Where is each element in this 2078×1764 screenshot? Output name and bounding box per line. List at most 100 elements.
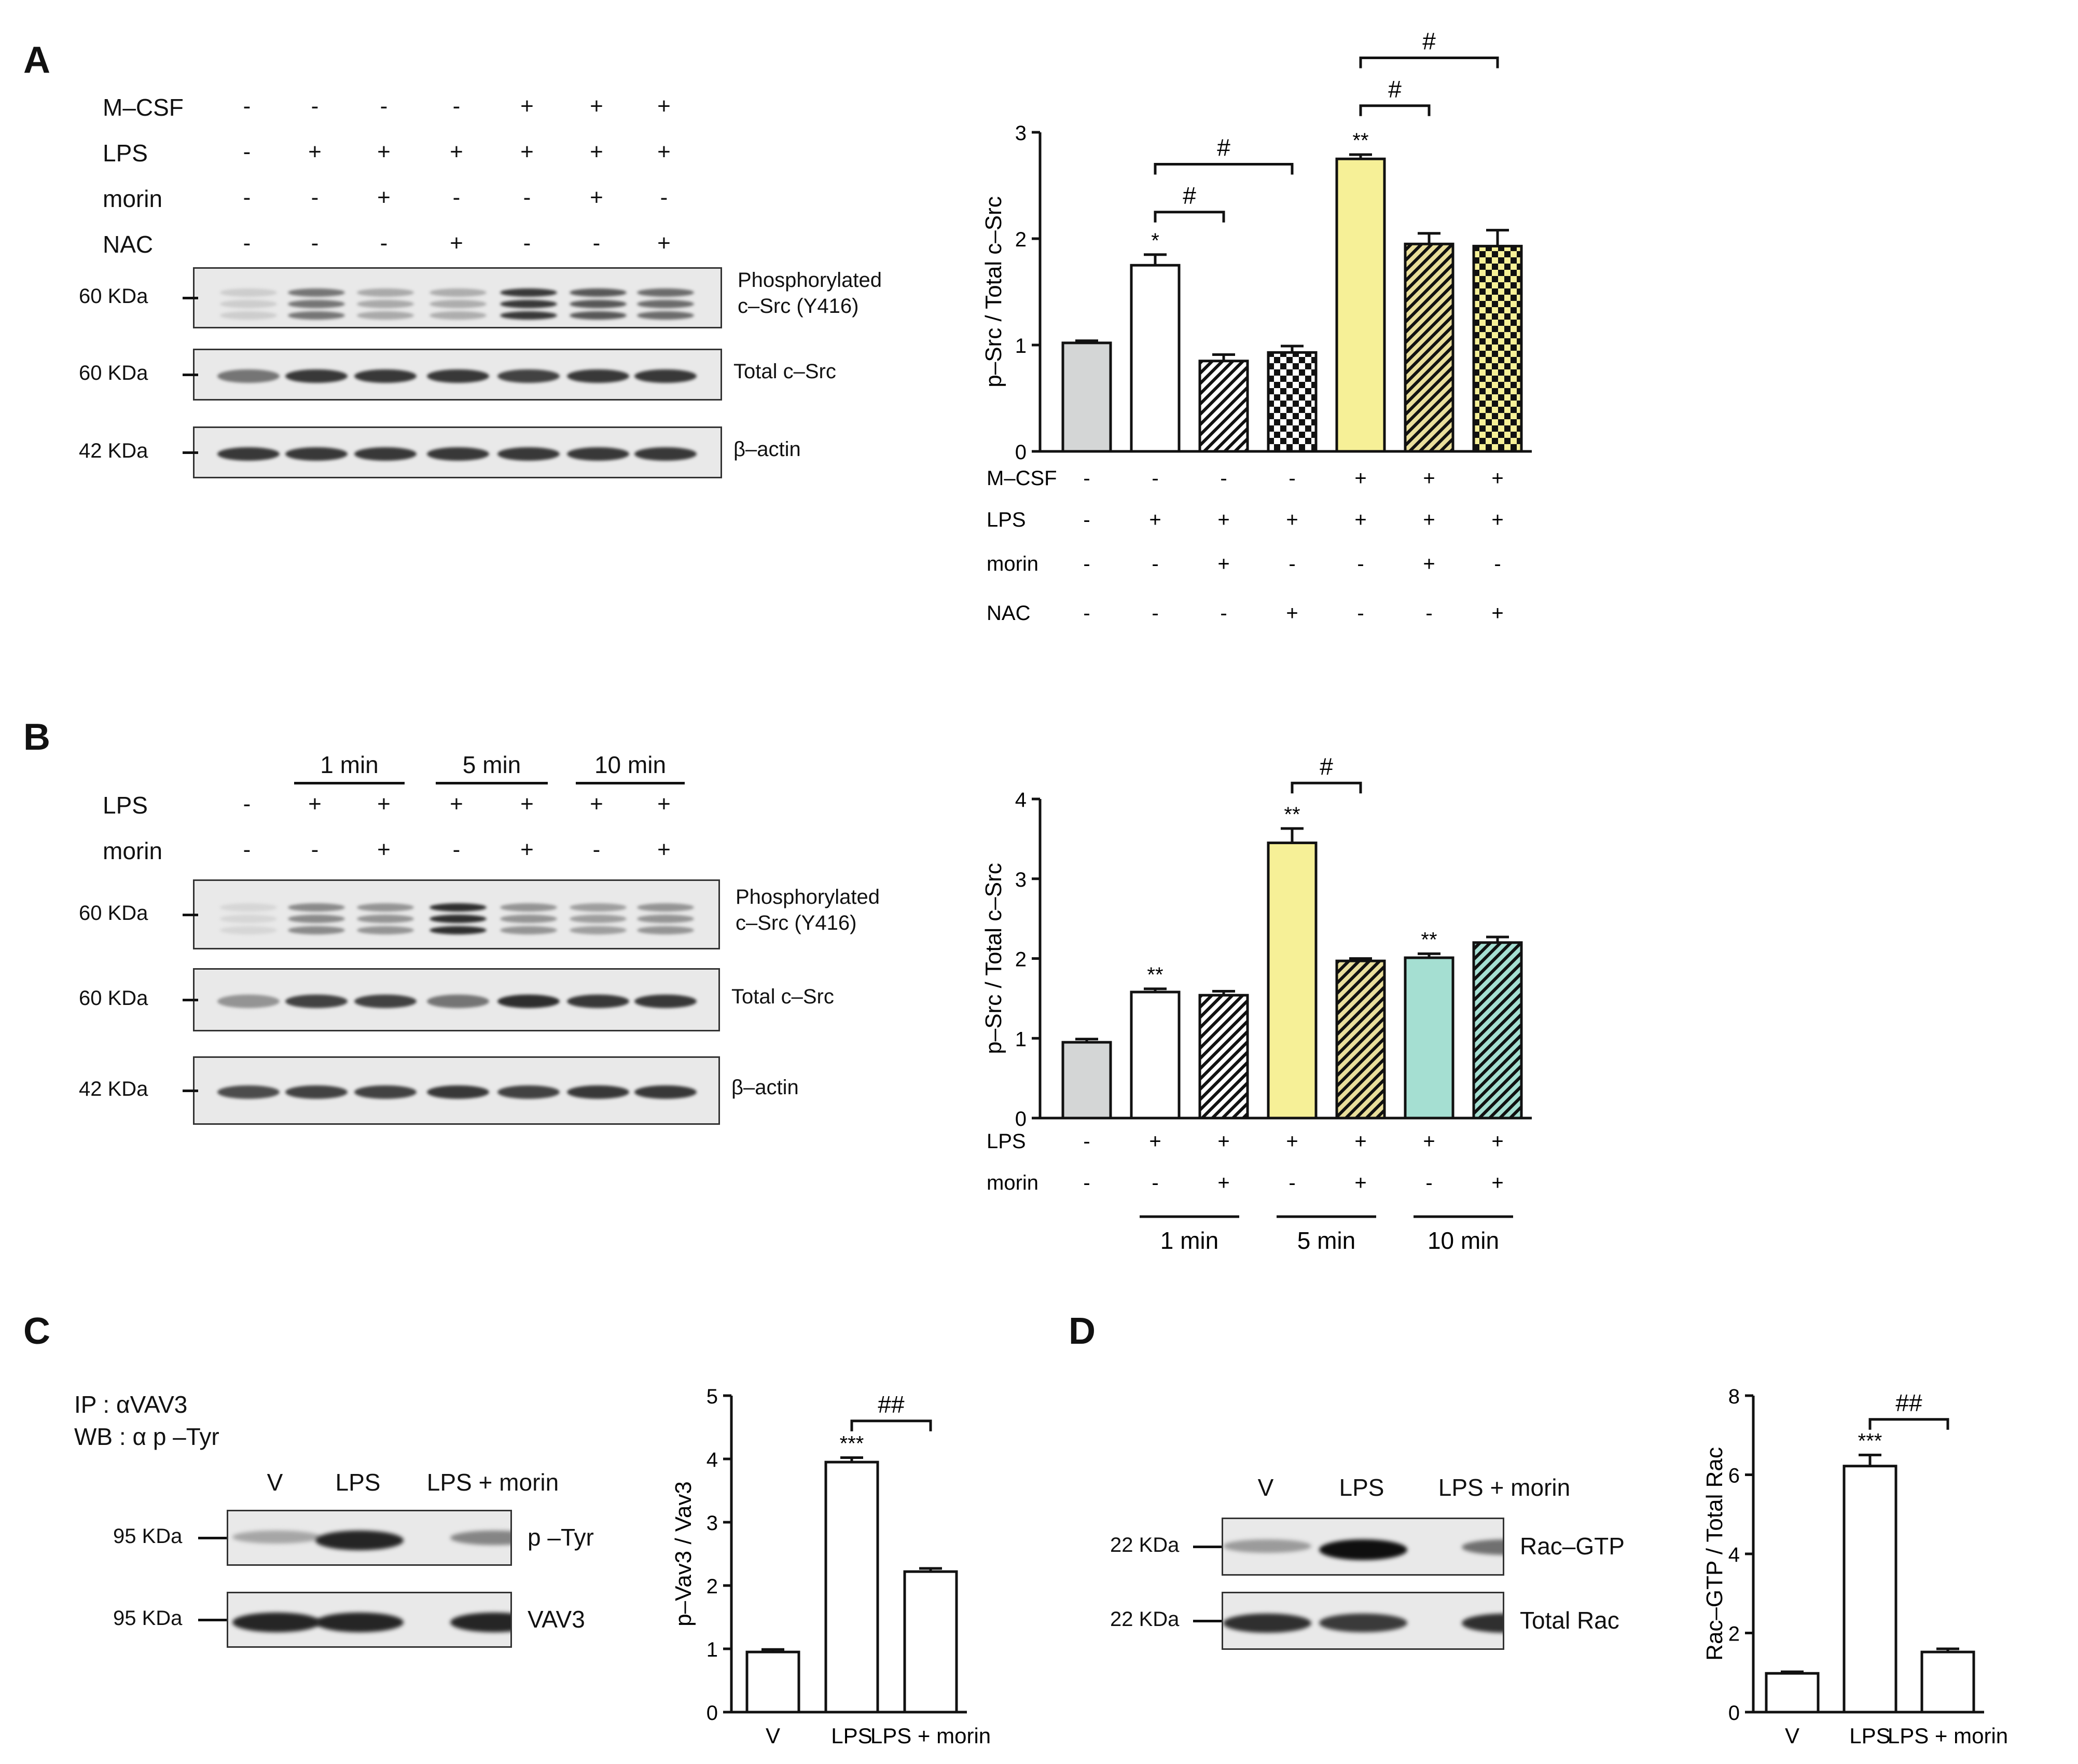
protein-band bbox=[217, 447, 280, 461]
chart-sign: - bbox=[1289, 1172, 1295, 1194]
protein-band bbox=[315, 1531, 404, 1550]
blot-label: β–actin bbox=[731, 1076, 799, 1099]
chart-sign: - bbox=[1152, 1172, 1158, 1194]
protein-band bbox=[500, 926, 557, 935]
comparison-bracket bbox=[1154, 211, 1225, 223]
protein-band bbox=[430, 926, 487, 935]
molecular-weight-label: 42 KDa bbox=[79, 439, 148, 462]
protein-band bbox=[427, 995, 489, 1008]
treatment-row-label: M–CSF bbox=[103, 94, 184, 121]
y-tick-label: 0 bbox=[1015, 441, 1027, 464]
molecular-weight-label: 22 KDa bbox=[1110, 1534, 1180, 1556]
western-blot bbox=[227, 1592, 512, 1648]
treatment-sign: + bbox=[657, 791, 671, 817]
molecular-weight-tick bbox=[183, 451, 198, 454]
protein-band bbox=[232, 1531, 321, 1544]
molecular-weight-label: 95 KDa bbox=[113, 1607, 183, 1630]
protein-band bbox=[430, 915, 487, 924]
lane-label: LPS + morin bbox=[426, 1469, 559, 1496]
chart-sign: - bbox=[1289, 553, 1295, 575]
protein-band bbox=[570, 311, 627, 320]
chart-sign: + bbox=[1354, 1172, 1366, 1194]
y-axis-label: p–Src / Total c–Src bbox=[981, 196, 1006, 387]
molecular-weight-tick bbox=[183, 1090, 198, 1092]
comparison-marker: # bbox=[1422, 28, 1436, 55]
protein-band bbox=[357, 915, 414, 924]
molecular-weight-label: 60 KDa bbox=[79, 362, 148, 384]
molecular-weight-label: 60 KDa bbox=[79, 285, 148, 308]
treatment-row-label: LPS bbox=[103, 792, 148, 819]
blot-label: VAV3 bbox=[528, 1606, 585, 1633]
molecular-weight-tick bbox=[198, 1537, 227, 1539]
bar bbox=[1404, 956, 1454, 1120]
bar bbox=[1130, 264, 1181, 453]
time-group-underline bbox=[294, 782, 405, 784]
chart-sign: - bbox=[1289, 467, 1295, 490]
chart-sign: - bbox=[1494, 553, 1501, 575]
protein-band bbox=[500, 903, 557, 912]
x-category-label: LPS bbox=[1849, 1724, 1890, 1748]
bar bbox=[1061, 1041, 1112, 1120]
bar bbox=[1267, 842, 1318, 1120]
treatment-sign: - bbox=[243, 791, 251, 817]
significance-marker: ** bbox=[1147, 963, 1163, 986]
y-tick-label: 6 bbox=[1728, 1465, 1740, 1487]
blot-label: Total c–Src bbox=[731, 985, 834, 1008]
chart-sign: - bbox=[1357, 553, 1364, 575]
blot-label: Total c–Src bbox=[733, 360, 836, 383]
protein-band bbox=[357, 903, 414, 912]
bar bbox=[1335, 959, 1386, 1120]
treatment-sign: - bbox=[243, 185, 251, 210]
chart-sign: + bbox=[1286, 1130, 1298, 1153]
protein-band bbox=[497, 1085, 560, 1099]
time-group-label: 10 min bbox=[594, 751, 667, 778]
bar bbox=[1198, 360, 1249, 453]
protein-band bbox=[500, 915, 557, 924]
treatment-sign: - bbox=[311, 185, 319, 210]
chart-sign: + bbox=[1423, 467, 1435, 490]
x-category-label: LPS bbox=[831, 1724, 872, 1748]
comparison-bracket bbox=[1154, 163, 1294, 175]
ip-label: IP : αVAV3 bbox=[74, 1391, 188, 1418]
protein-band bbox=[567, 447, 629, 461]
protein-band bbox=[232, 1613, 321, 1632]
y-tick-label: 1 bbox=[1015, 335, 1027, 357]
chart-row-label: LPS bbox=[987, 508, 1026, 531]
western-blot bbox=[227, 1510, 512, 1566]
panel-label-b: B bbox=[23, 716, 50, 758]
protein-band bbox=[430, 903, 487, 912]
y-tick-label: 2 bbox=[1015, 948, 1027, 971]
treatment-sign: + bbox=[590, 791, 603, 817]
lane-label: V bbox=[1257, 1474, 1274, 1501]
protein-band bbox=[500, 288, 557, 297]
comparison-bracket bbox=[1291, 781, 1362, 794]
protein-band bbox=[220, 926, 277, 935]
treatment-sign: + bbox=[657, 837, 671, 862]
chart-sign: + bbox=[1149, 1130, 1161, 1153]
treatment-sign: + bbox=[450, 791, 463, 817]
protein-band bbox=[288, 903, 345, 912]
protein-band bbox=[450, 1613, 510, 1632]
y-tick-label: 3 bbox=[706, 1512, 718, 1535]
protein-band bbox=[570, 926, 627, 935]
chart-sign: + bbox=[1354, 467, 1366, 490]
lane-label: LPS bbox=[1339, 1474, 1384, 1501]
treatment-sign: + bbox=[520, 791, 534, 817]
protein-band bbox=[570, 299, 627, 308]
chart-sign: + bbox=[1423, 1130, 1435, 1153]
treatment-sign: + bbox=[657, 139, 671, 164]
chart-sign: - bbox=[1220, 602, 1227, 625]
comparison-marker: # bbox=[1320, 753, 1333, 780]
treatment-sign: - bbox=[592, 230, 601, 256]
molecular-weight-label: 22 KDa bbox=[1110, 1608, 1180, 1631]
western-blot bbox=[193, 879, 720, 949]
y-axis-label: p–Vav3 / Vav3 bbox=[671, 1481, 696, 1627]
y-tick-label: 2 bbox=[1728, 1623, 1740, 1646]
bar bbox=[1061, 341, 1112, 453]
blot-label: p –Tyr bbox=[528, 1524, 594, 1551]
western-blot bbox=[193, 349, 722, 401]
protein-band bbox=[637, 926, 694, 935]
protein-band bbox=[354, 447, 417, 461]
bar bbox=[1267, 351, 1318, 453]
significance-marker: *** bbox=[1858, 1429, 1882, 1452]
